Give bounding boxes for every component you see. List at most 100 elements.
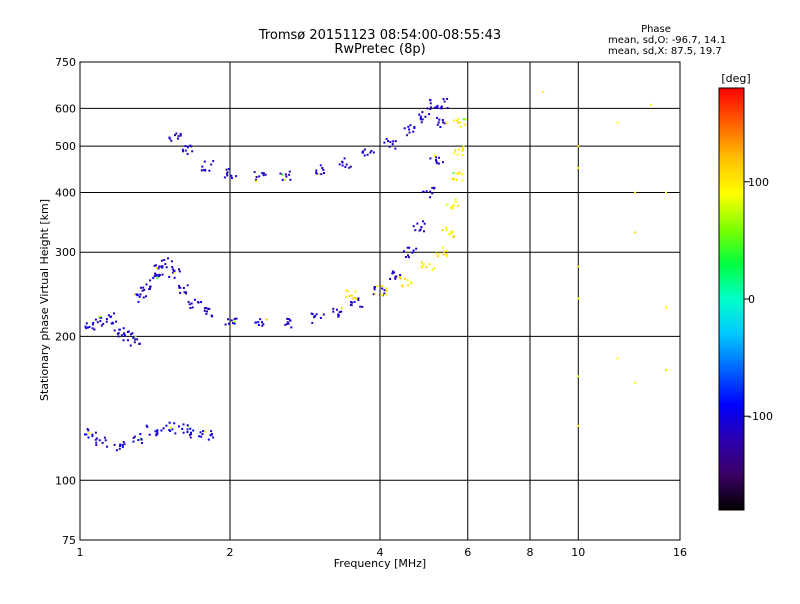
echo-point	[429, 190, 432, 193]
echo-point	[450, 230, 453, 233]
echo-point	[208, 169, 211, 172]
echo-point	[542, 90, 545, 93]
echo-point	[146, 425, 149, 428]
echo-point	[184, 145, 187, 148]
echo-point	[433, 267, 436, 270]
echo-point	[435, 162, 438, 165]
echo-point	[464, 123, 467, 126]
echo-point	[435, 159, 437, 161]
y-tick-label: 750	[55, 56, 76, 69]
echo-point	[95, 443, 98, 446]
echo-point	[185, 292, 187, 295]
echo-point	[137, 300, 140, 303]
echo-point	[650, 103, 653, 106]
echo-point	[344, 166, 347, 168]
echo-point	[262, 323, 265, 326]
echo-point	[204, 430, 207, 433]
echo-point	[445, 229, 448, 232]
echo-point	[445, 226, 448, 229]
echo-point	[200, 435, 203, 438]
echo-point	[357, 299, 360, 301]
echo-point	[226, 174, 229, 177]
echo-point	[139, 293, 142, 296]
echo-point	[395, 275, 398, 278]
echo-point	[383, 292, 386, 295]
echo-point	[385, 287, 388, 290]
echo-point	[318, 173, 321, 176]
echo-point	[389, 278, 392, 280]
y-tick-label: 100	[55, 474, 76, 487]
echo-point	[227, 168, 230, 170]
echo-point	[118, 328, 121, 331]
echo-point	[156, 431, 159, 434]
echo-point	[399, 274, 402, 277]
echo-point	[156, 277, 159, 279]
echo-point	[130, 333, 132, 336]
echo-point	[257, 324, 260, 326]
echo-point	[443, 122, 446, 125]
echo-point	[429, 108, 432, 110]
echo-point	[137, 439, 140, 442]
echo-point	[262, 172, 265, 175]
echo-point	[123, 443, 126, 446]
echo-point	[344, 295, 347, 298]
echo-point	[188, 303, 191, 306]
echo-point	[391, 272, 394, 275]
echo-point	[421, 265, 424, 268]
echo-point	[122, 339, 125, 342]
echo-point	[445, 121, 448, 124]
echo-point	[436, 123, 439, 126]
echo-point	[383, 289, 386, 292]
echo-point	[357, 297, 360, 300]
echo-point	[320, 173, 323, 176]
echo-point	[616, 121, 619, 124]
echo-point	[227, 322, 230, 325]
echo-point	[117, 335, 120, 338]
echo-point	[145, 424, 148, 427]
echo-point	[141, 289, 144, 292]
echo-point	[179, 134, 182, 137]
echo-point	[107, 314, 110, 317]
echo-point	[119, 445, 121, 447]
echo-point	[84, 433, 86, 436]
x-tick-label: 6	[464, 546, 471, 559]
echo-point	[412, 249, 415, 252]
echo-point	[140, 438, 143, 441]
echo-point	[178, 268, 180, 271]
echo-point	[336, 308, 338, 311]
echo-point	[86, 326, 89, 329]
echo-point	[187, 300, 190, 303]
echo-point	[281, 173, 284, 176]
echo-point	[424, 115, 427, 118]
colorbar-tick-label: -100	[748, 410, 773, 423]
echo-point	[170, 139, 173, 142]
echo-point	[177, 135, 180, 138]
echo-point	[175, 132, 178, 135]
echo-point	[157, 275, 160, 278]
echo-point	[133, 336, 136, 339]
echo-point	[168, 429, 171, 431]
x-tick-label: 2	[227, 546, 234, 559]
echo-point	[233, 320, 236, 323]
echo-point	[461, 147, 464, 150]
echo-point	[207, 307, 210, 310]
echo-point	[406, 246, 409, 249]
echo-point	[284, 323, 287, 326]
echo-point	[399, 277, 402, 280]
echo-point	[394, 140, 397, 143]
echo-point	[158, 265, 161, 268]
echo-point	[94, 318, 97, 321]
echo-point	[407, 284, 409, 287]
echo-point	[391, 270, 394, 273]
echo-point	[155, 434, 158, 437]
echo-point	[341, 164, 344, 167]
echo-point	[337, 315, 340, 318]
echo-point	[445, 255, 448, 258]
echo-point	[413, 126, 416, 128]
echo-point	[132, 436, 135, 439]
echo-point	[354, 290, 357, 293]
echo-point	[421, 111, 424, 114]
echo-point	[206, 310, 209, 313]
echo-point	[119, 443, 122, 446]
echo-point	[446, 97, 449, 100]
